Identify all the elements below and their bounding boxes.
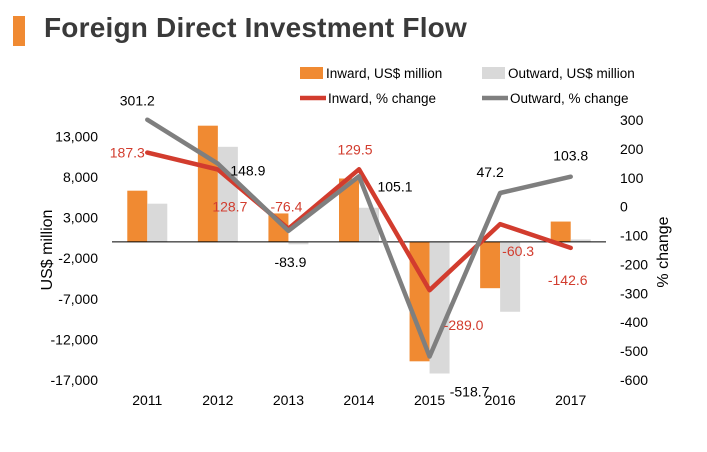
y2-axis-title: % change [655, 216, 672, 287]
inward-bar [409, 241, 430, 362]
x-tick-label: 2014 [343, 392, 374, 408]
outward-change-label: -83.9 [274, 254, 306, 270]
outward-bar [288, 241, 309, 245]
legend-inward-bar-swatch [300, 67, 323, 79]
inward-bar [550, 221, 571, 242]
inward-bar [127, 190, 148, 242]
y-axis-title: US$ million [39, 210, 56, 291]
outward-bar [217, 146, 238, 242]
inward-change-label: -60.3 [502, 243, 534, 259]
y-tick-label: -2,000 [58, 250, 98, 266]
outward-change-label: 47.2 [477, 164, 504, 180]
y2-tick-label: -200 [620, 256, 648, 272]
title-accent-bar [13, 16, 25, 46]
inward-change-label: 187.3 [110, 145, 145, 161]
y-tick-label: -12,000 [51, 331, 99, 347]
y2-tick-label: 100 [620, 170, 644, 186]
legend-outward-bar-text: Outward, US$ million [508, 66, 635, 81]
inward-bar [197, 125, 218, 242]
outward-bar [570, 239, 591, 242]
inward-change-label: -76.4 [270, 199, 302, 215]
x-tick-label: 2013 [273, 392, 304, 408]
inward-bar [268, 213, 289, 242]
legend-inward-bar-text: Inward, US$ million [326, 66, 442, 81]
chart-title: Foreign Direct Investment Flow [44, 12, 467, 43]
inward-change-label: -289.0 [444, 317, 484, 333]
outward-change-line [145, 117, 573, 359]
inward-bar [339, 178, 359, 242]
y2-tick-label: -500 [620, 343, 648, 359]
outward-change-label: 105.1 [377, 178, 412, 194]
y2-tick-label: -300 [620, 285, 648, 301]
y2-tick-label: 200 [620, 141, 644, 157]
y-tick-label: -7,000 [58, 291, 98, 307]
x-tick-label: 2011 [132, 392, 162, 408]
inward-change-label: 128.7 [212, 198, 247, 214]
y-tick-label: -17,000 [51, 372, 99, 388]
y2-tick-label: -100 [620, 228, 648, 244]
inward-change-label: 129.5 [337, 141, 372, 157]
inward-bar [480, 241, 501, 289]
legend-outward-bar-swatch [482, 67, 505, 79]
legend-outward-line-text: Outward, % change [510, 91, 629, 106]
outward-bar [500, 241, 521, 312]
y-tick-label: 8,000 [63, 169, 98, 185]
y-tick-label: 3,000 [63, 210, 98, 226]
y-tick-label: 13,000 [55, 128, 98, 144]
x-tick-label: 2016 [485, 392, 516, 408]
y2-tick-label: 0 [620, 199, 628, 215]
legend-inward-line-text: Inward, % change [328, 91, 436, 106]
inward-change-line [145, 150, 573, 293]
inward-change-label: -142.6 [548, 272, 588, 288]
x-tick-label: 2017 [555, 392, 586, 408]
outward-change-label: 148.9 [230, 163, 265, 179]
y2-tick-label: -400 [620, 314, 648, 330]
outward-bar [147, 203, 168, 242]
outward-change-label: -518.7 [450, 384, 490, 400]
y2-tick-label: 300 [620, 112, 644, 128]
outward-change-label: 301.2 [120, 93, 155, 109]
x-tick-label: 2015 [414, 392, 445, 408]
y2-tick-label: -600 [620, 372, 648, 388]
outward-change-label: 103.8 [553, 148, 588, 164]
x-tick-label: 2012 [202, 392, 233, 408]
